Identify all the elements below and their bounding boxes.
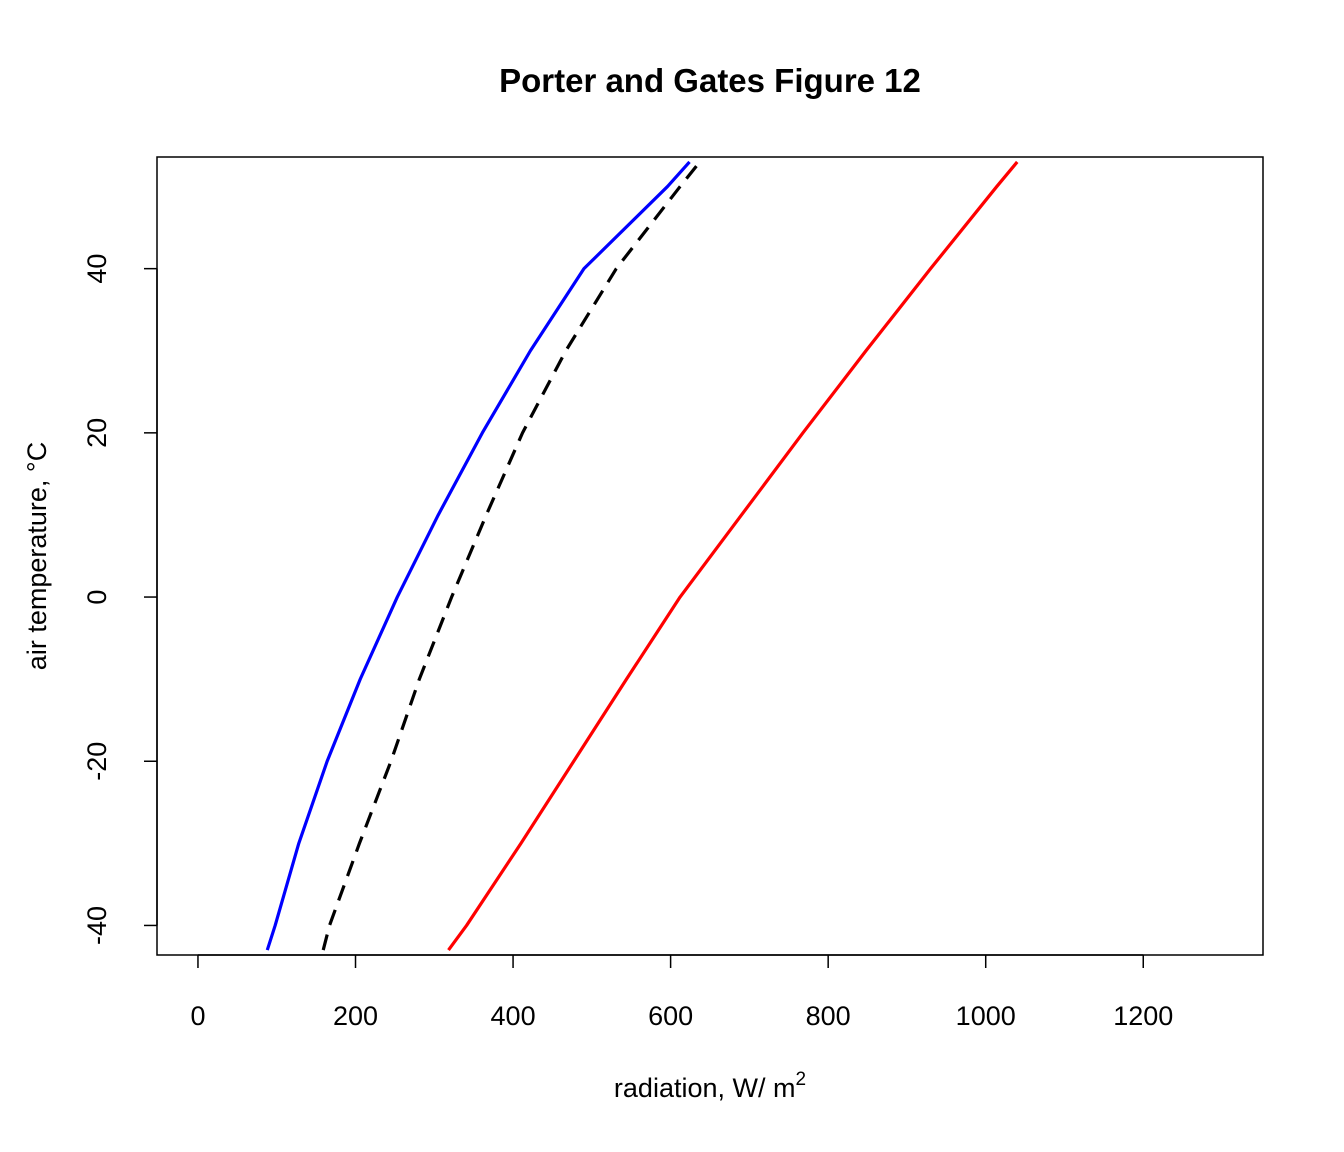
series-line <box>265 160 691 951</box>
x-tick-label: 600 <box>648 1001 693 1031</box>
x-axis-label-text: radiation, W/ m <box>614 1073 796 1103</box>
x-axis-label: radiation, W/ m2 <box>614 1069 806 1103</box>
plot-lines <box>265 160 1019 952</box>
y-axis-label: air temperature, °C <box>22 442 52 670</box>
series-line <box>321 160 702 951</box>
y-tick-label: 20 <box>82 418 112 448</box>
y-tick-label: -20 <box>82 742 112 781</box>
x-tick-label: 200 <box>333 1001 378 1031</box>
series-line <box>447 160 1019 952</box>
x-tick-label: 1000 <box>956 1001 1016 1031</box>
x-axis-label-superscript: 2 <box>795 1069 806 1090</box>
y-tick-label: 0 <box>82 590 112 605</box>
y-tick-label: -40 <box>82 906 112 945</box>
chart-title: Porter and Gates Figure 12 <box>499 62 921 99</box>
x-tick-label: 1200 <box>1113 1001 1173 1031</box>
x-tick-label: 400 <box>491 1001 536 1031</box>
x-tick-label: 0 <box>190 1001 205 1031</box>
x-tick-label: 800 <box>806 1001 851 1031</box>
y-tick-label: 40 <box>82 254 112 284</box>
